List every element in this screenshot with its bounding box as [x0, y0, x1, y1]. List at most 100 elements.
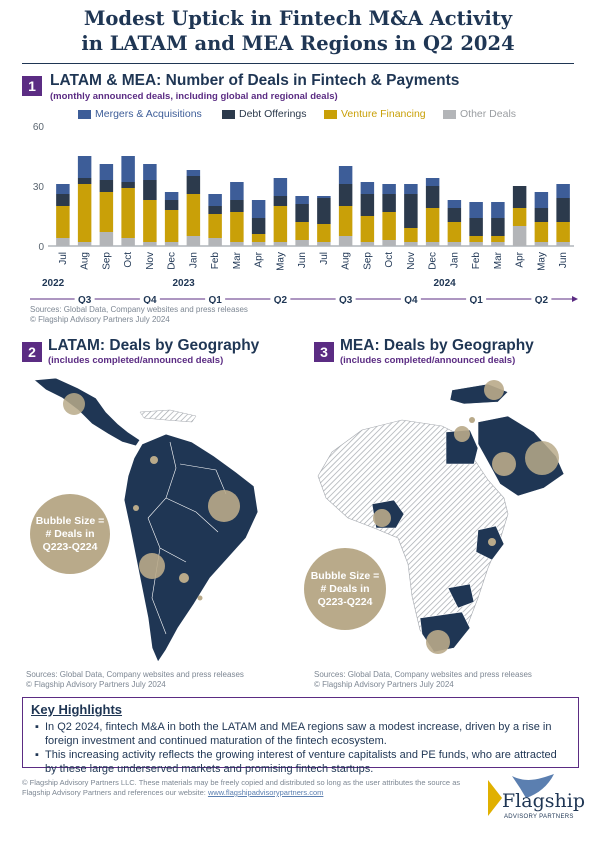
section3-number-badge: 3 — [314, 342, 334, 362]
bar-segment — [382, 194, 396, 212]
bar-segment — [469, 242, 483, 246]
bar-segment — [317, 242, 331, 246]
bar-segment — [295, 204, 309, 222]
bar-segment — [121, 182, 135, 188]
x-tick-label: Jan — [449, 252, 460, 268]
bar-segment — [56, 238, 70, 246]
bar-segment — [99, 180, 114, 192]
bar-segment — [273, 242, 288, 246]
quarter-label: Q4 — [404, 295, 418, 304]
bar-segment — [469, 236, 483, 242]
legend-item-other: Other Deals — [443, 108, 516, 120]
bar-segment — [534, 222, 549, 242]
bubble-israel — [469, 417, 475, 423]
x-tick-label: Apr — [254, 251, 265, 267]
y-tick-label: 60 — [33, 122, 45, 133]
x-tick-label: Aug — [80, 252, 91, 270]
bar-segment — [77, 156, 92, 178]
x-tick-label: Jun — [558, 252, 569, 268]
bar-segment — [56, 184, 70, 194]
bar-segment — [404, 184, 418, 194]
bar-segment — [317, 196, 331, 198]
bar-segment — [295, 196, 309, 204]
section2-subtitle: (includes completed/announced deals) — [48, 355, 224, 366]
legend-label-debt: Debt Offerings — [239, 108, 307, 120]
section2-source: Sources: Global Data, Company websites a… — [26, 670, 244, 690]
x-tick-label: Sep — [101, 252, 112, 270]
bar-segment — [425, 178, 440, 186]
footer-text: © Flagship Advisory Partners LLC. These … — [22, 778, 461, 797]
x-tick-label: Sep — [362, 252, 373, 270]
section2-number-badge: 2 — [22, 342, 42, 362]
bar-segment — [360, 242, 375, 246]
bubble-peru — [133, 505, 139, 511]
bullet-icon: ▪ — [35, 721, 39, 733]
legend-item-vc: Venture Financing — [324, 108, 426, 120]
bar-segment — [491, 202, 505, 218]
x-tick-label: Jun — [297, 252, 308, 268]
quarter-label-bg — [335, 293, 356, 304]
bar-segment — [534, 208, 549, 222]
bar-segment — [273, 196, 288, 206]
map-arabia — [477, 415, 565, 497]
bar-segment — [77, 184, 92, 242]
bubble-saudi — [492, 452, 516, 476]
bar-segment — [469, 218, 483, 236]
bar-segment — [512, 208, 527, 226]
bar-segment — [121, 188, 135, 238]
bar-segment — [99, 164, 114, 180]
x-tick-label: Apr — [515, 251, 526, 267]
bar-segment — [404, 242, 418, 246]
bar-segment — [382, 184, 396, 194]
bubble-mexico — [63, 393, 85, 415]
section3-source-line1: Sources: Global Data, Company websites a… — [314, 670, 532, 679]
x-tick-label: Feb — [471, 252, 482, 270]
quarter-label: Q2 — [535, 295, 549, 304]
bar-segment — [143, 200, 157, 242]
bar-segment — [404, 228, 418, 242]
bar-segment — [251, 234, 266, 242]
quarter-label-bg — [205, 293, 226, 304]
x-tick-label: May — [536, 252, 547, 271]
year-label: 2024 — [434, 278, 457, 289]
section3-source-line2: © Flagship Advisory Partners July 2024 — [314, 680, 454, 689]
bar-segment — [382, 240, 396, 246]
bar-segment — [164, 242, 179, 246]
bar-segment — [491, 236, 505, 242]
bar-segment — [447, 242, 462, 246]
bar-segment — [425, 242, 440, 246]
flagship-logo: Flagship ADVISORY PARTNERS — [482, 770, 585, 830]
bar-segment — [186, 194, 201, 236]
bubble-nigeria — [373, 509, 391, 527]
bar-segment — [447, 200, 462, 208]
bar-segment — [164, 192, 179, 200]
bar-segment — [317, 198, 331, 224]
section2-source-line1: Sources: Global Data, Company websites a… — [26, 670, 244, 679]
bar-segment — [99, 192, 114, 232]
page-title-line2: in LATAM and MEA Regions in Q2 2024 — [81, 32, 515, 55]
bar-segment — [360, 194, 375, 216]
bar-segment — [534, 242, 549, 246]
x-tick-label: Mar — [232, 251, 243, 269]
bar-segment — [556, 184, 570, 198]
bar-segment — [491, 242, 505, 246]
quarter-label-bg — [270, 293, 291, 304]
website-link[interactable]: www.flagshipadvisorypartners.com — [207, 788, 324, 797]
bar-segment — [295, 240, 309, 246]
y-tick-label: 0 — [38, 242, 44, 253]
bubble-kenya — [488, 538, 496, 546]
bar-segment — [77, 242, 92, 246]
bubble-uruguay — [197, 595, 203, 601]
deals-bar-chart: 0 30 60 Jul Aug Sep Oct Nov Dec Jan Feb Mar Apr May Ju… — [30, 122, 578, 304]
legend-label-vc: Venture Financing — [341, 108, 426, 120]
section1-source-line2: © Flagship Advisory Partners July 2024 — [30, 315, 170, 324]
bar-segment — [469, 202, 483, 218]
x-tick-label: Jan — [188, 252, 199, 268]
legend-swatch-ma — [78, 109, 91, 119]
bar-segment — [556, 242, 570, 246]
bubble-egypt — [454, 426, 470, 442]
key-highlights-box: Key Highlights ▪ In Q2 2024, fintech M&A… — [22, 697, 579, 775]
year-label: 2023 — [173, 278, 196, 289]
bar-segment — [338, 206, 353, 236]
bar-segment — [186, 170, 201, 176]
